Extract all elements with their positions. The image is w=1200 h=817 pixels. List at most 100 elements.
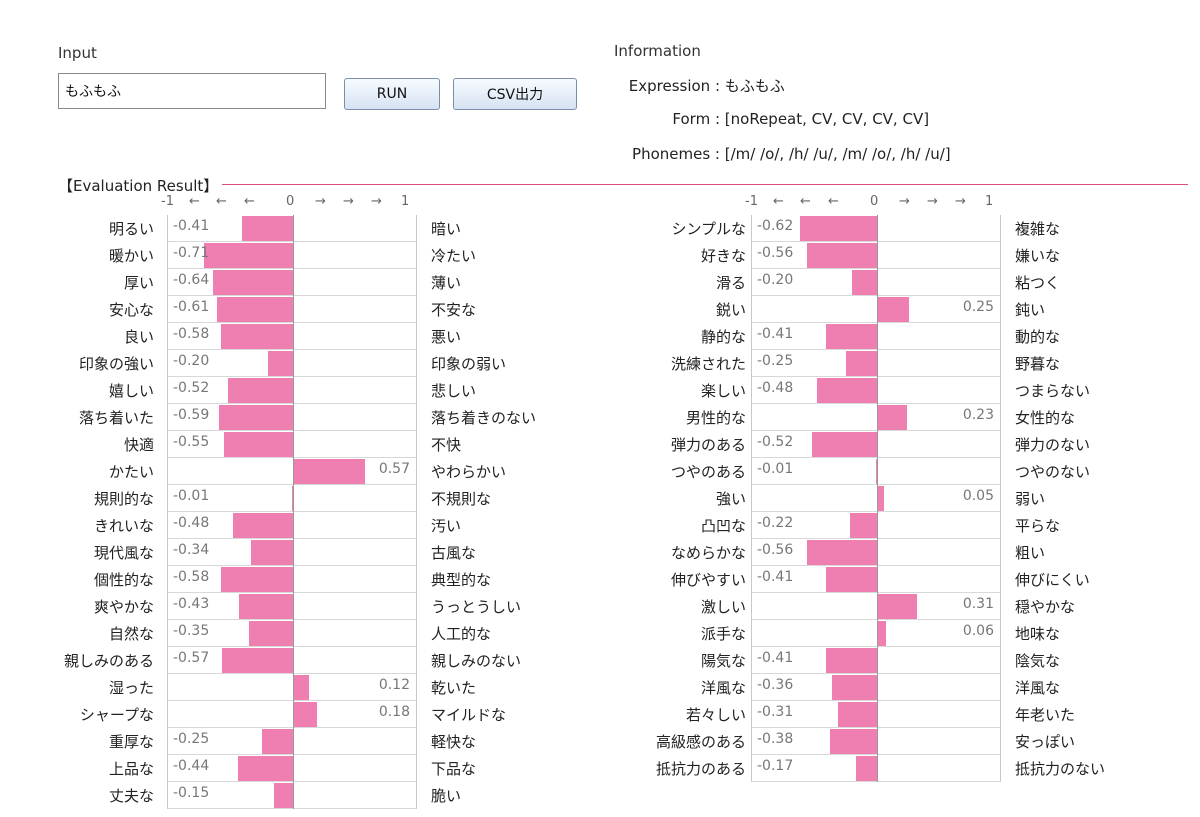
right-scale-label: -1 xyxy=(745,194,758,209)
right-value-label: -0.25 xyxy=(757,353,794,369)
right-bar-cell: -0.38 xyxy=(751,728,1001,755)
right-zero-line xyxy=(877,296,878,323)
right-scale-label: ← xyxy=(828,194,839,209)
left-left-adjective: 嬉しい xyxy=(108,382,154,400)
left-value-label: -0.34 xyxy=(173,542,210,558)
left-bar xyxy=(239,594,293,619)
right-zero-line xyxy=(877,728,878,755)
right-left-adjective: 派手な xyxy=(700,625,746,643)
csv-export-button[interactable]: CSV出力 xyxy=(453,78,577,110)
left-bar-cell: -0.58 xyxy=(167,323,417,350)
left-right-adjective: 悲しい xyxy=(431,382,477,400)
right-zero-line xyxy=(877,566,878,593)
left-bar xyxy=(221,648,293,673)
right-bar-cell: -0.48 xyxy=(751,377,1001,404)
right-bar xyxy=(878,486,885,511)
left-scale-label: -1 xyxy=(161,194,174,209)
right-zero-line xyxy=(877,701,878,728)
left-left-adjective: 爽やかな xyxy=(93,598,154,616)
left-right-adjective: 乾いた xyxy=(431,679,477,697)
right-right-adjective: 安っぽい xyxy=(1015,733,1076,751)
left-scale-label: → xyxy=(371,194,382,209)
right-zero-line xyxy=(877,323,878,350)
left-bar xyxy=(238,756,293,781)
left-right-adjective: やわらかい xyxy=(431,463,507,481)
right-zero-line xyxy=(877,674,878,701)
right-bar xyxy=(878,621,886,646)
right-right-adjective: 動的な xyxy=(1015,328,1061,346)
left-left-adjective: 重厚な xyxy=(108,733,154,751)
right-value-label: 0.06 xyxy=(962,623,994,639)
left-bar xyxy=(261,729,293,754)
left-value-label: -0.43 xyxy=(173,596,210,612)
left-zero-line xyxy=(293,539,294,566)
left-right-adjective: マイルドな xyxy=(431,706,507,724)
expression-input[interactable] xyxy=(58,73,326,109)
input-label: Input xyxy=(58,44,97,62)
left-bar-cell: -0.61 xyxy=(167,296,417,323)
left-bar-cell: -0.15 xyxy=(167,782,417,809)
left-left-adjective: 自然な xyxy=(108,625,154,643)
right-bar-cell: 0.31 xyxy=(751,593,1001,620)
right-right-adjective: 年老いた xyxy=(1015,706,1076,724)
right-bar xyxy=(832,675,877,700)
left-left-adjective: 親しみのある xyxy=(63,652,154,670)
left-zero-line xyxy=(293,458,294,485)
left-left-adjective: きれいな xyxy=(93,517,154,535)
right-bar xyxy=(812,432,877,457)
right-zero-line xyxy=(877,458,878,485)
left-right-adjective: 人工的な xyxy=(431,625,492,643)
right-right-adjective: 洋風な xyxy=(1015,679,1061,697)
right-bar-cell: -0.41 xyxy=(751,323,1001,350)
right-left-adjective: 鋭い xyxy=(715,301,746,319)
right-bar xyxy=(807,540,877,565)
left-value-label: -0.64 xyxy=(173,272,210,288)
right-bar-cell: 0.05 xyxy=(751,485,1001,512)
phonemes-value: [/m/ /o/, /h/ /u/, /m/ /o/, /h/ /u/] xyxy=(724,145,951,163)
left-left-adjective: 個性的な xyxy=(93,571,154,589)
left-bar-cell: -0.20 xyxy=(167,350,417,377)
left-bar xyxy=(220,567,293,592)
run-button[interactable]: RUN xyxy=(344,78,440,110)
right-value-label: -0.38 xyxy=(757,731,794,747)
left-bar xyxy=(213,270,293,295)
right-left-adjective: 凸凹な xyxy=(700,517,746,535)
left-bar-cell: 0.57 xyxy=(167,458,417,485)
right-bar-cell: -0.36 xyxy=(751,674,1001,701)
left-left-adjective: 印象の強い xyxy=(78,355,154,373)
left-value-label: -0.58 xyxy=(173,569,210,585)
left-right-adjective: 薄い xyxy=(431,274,462,292)
left-right-adjective: 落ち着きのない xyxy=(431,409,537,427)
right-left-adjective: 男性的な xyxy=(685,409,746,427)
left-bar xyxy=(291,486,293,511)
information-title: Information xyxy=(614,42,701,60)
left-bar-cell: -0.58 xyxy=(167,566,417,593)
right-bar-cell: 0.25 xyxy=(751,296,1001,323)
right-right-adjective: つやのない xyxy=(1015,463,1091,481)
left-bar xyxy=(204,243,293,268)
left-left-adjective: 厚い xyxy=(123,274,154,292)
right-value-label: -0.52 xyxy=(757,434,794,450)
evaluation-title: 【Evaluation Result】 xyxy=(58,175,223,196)
left-value-label: -0.20 xyxy=(173,353,210,369)
left-bar xyxy=(274,783,293,808)
right-value-label: 0.25 xyxy=(962,299,994,315)
expression-row: Expression : もふもふ xyxy=(570,75,785,96)
left-left-adjective: かたい xyxy=(108,463,154,481)
left-zero-line xyxy=(293,647,294,674)
left-bar-cell: -0.59 xyxy=(167,404,417,431)
left-left-adjective: 丈夫な xyxy=(108,787,154,805)
right-left-adjective: 抵抗力のある xyxy=(655,760,746,778)
right-zero-line xyxy=(877,647,878,674)
phonemes-row: Phonemes : [/m/ /o/, /h/ /u/, /m/ /o/, /… xyxy=(570,145,951,163)
left-right-adjective: 暗い xyxy=(431,220,462,238)
right-right-adjective: 弾力のない xyxy=(1015,436,1091,454)
left-right-adjective: 軽快な xyxy=(431,733,477,751)
right-bar-cell: -0.17 xyxy=(751,755,1001,782)
left-left-adjective: 明るい xyxy=(108,220,154,238)
left-bar-cell: -0.25 xyxy=(167,728,417,755)
right-zero-line xyxy=(877,215,878,242)
right-value-label: -0.41 xyxy=(757,326,794,342)
left-bar-cell: -0.41 xyxy=(167,215,417,242)
left-bar xyxy=(249,621,293,646)
